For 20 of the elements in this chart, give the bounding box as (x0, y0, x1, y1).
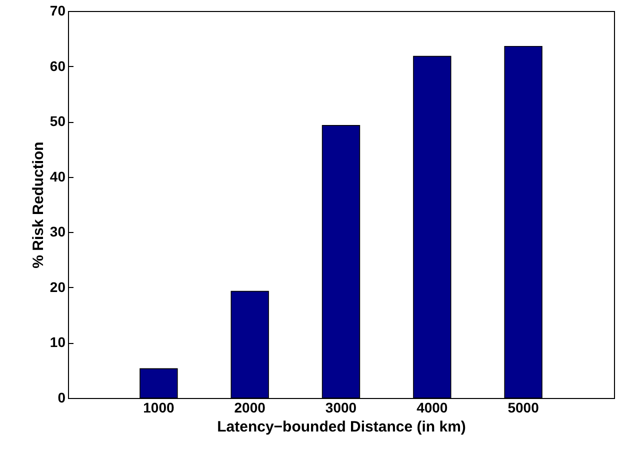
y-tick-label: 70 (50, 2, 66, 18)
x-axis-title: Latency−bounded Distance (in km) (217, 418, 466, 436)
y-tick-label: 0 (58, 390, 66, 406)
bar (140, 368, 178, 398)
y-tick-label: 60 (50, 58, 66, 74)
x-tick-label: 1000 (143, 400, 174, 416)
y-tick-label: 10 (50, 334, 66, 350)
y-axis-title: % Risk Reduction (30, 142, 47, 268)
bar (230, 290, 269, 398)
y-tick-label: 30 (50, 224, 66, 240)
y-tick-label: 40 (50, 168, 66, 184)
x-tick-label: 2000 (234, 400, 266, 416)
x-tick-label: 5000 (508, 400, 540, 416)
bar (322, 125, 360, 398)
x-tick-label: 4000 (416, 400, 448, 416)
bar (504, 46, 542, 398)
x-tick-label: 3000 (325, 400, 357, 416)
y-tick-label: 50 (50, 113, 66, 130)
bar (413, 56, 452, 398)
y-tick-label: 20 (50, 278, 66, 295)
